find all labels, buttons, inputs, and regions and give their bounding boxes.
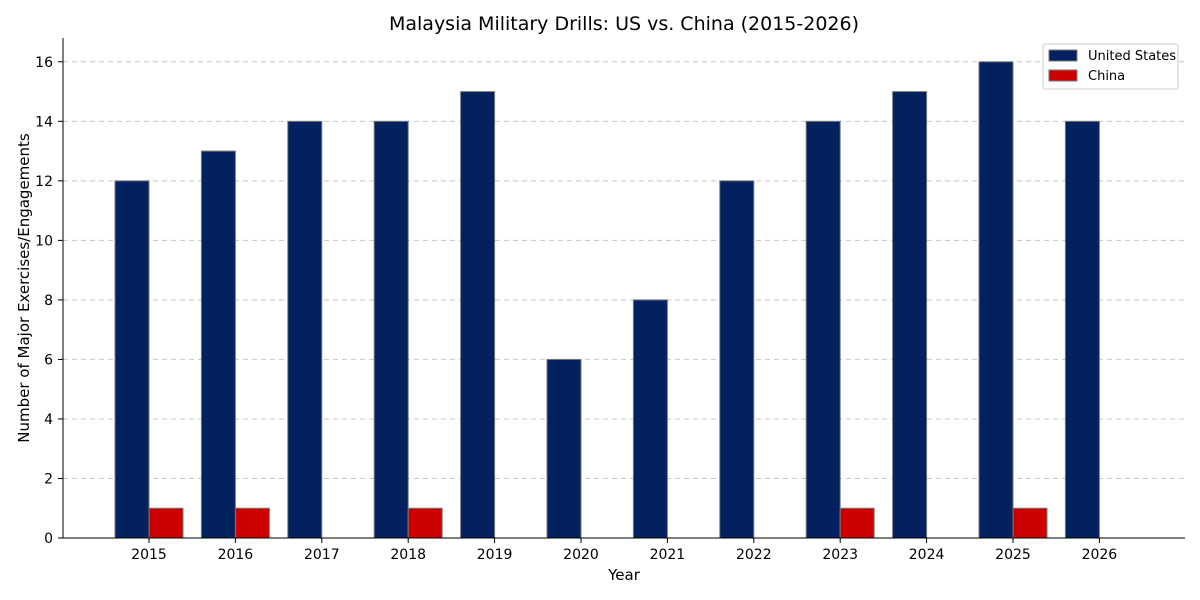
bar-united-states-2022 [719,180,755,539]
bar-united-states-2023 [805,120,841,539]
bar-united-states-2015 [114,180,150,539]
bar-united-states-2019 [460,91,496,539]
x-tick-label-2017: 2017 [304,547,340,563]
chart-title: Malaysia Military Drills: US vs. China (… [389,13,859,35]
legend: United States China [1042,43,1179,90]
legend-label-united-states: United States [1088,49,1176,64]
x-tick-label-2021: 2021 [650,547,686,563]
bar-united-states-2018 [373,120,409,539]
y-tick-label: 8 [44,293,53,309]
y-tick-label: 0 [44,531,53,547]
legend-swatch-china [1048,69,1078,82]
x-tick-label-2015: 2015 [131,547,167,563]
bar-china-2015 [148,507,184,539]
x-tick-label-2023: 2023 [822,547,858,563]
bar-united-states-2024 [892,91,928,539]
bar-united-states-2017 [287,120,323,539]
bar-united-states-2016 [200,150,236,539]
bar-united-states-2026 [1064,120,1100,539]
x-tick-label-2025: 2025 [995,547,1031,563]
legend-label-china: China [1088,69,1125,84]
bar-china-2023 [839,507,875,539]
gridlines [63,61,1185,479]
y-tick-label: 4 [44,412,53,428]
bar-china-2018 [407,507,443,539]
legend-swatch-united-states [1048,49,1078,62]
x-tick-label-2020: 2020 [563,547,599,563]
y-tick-label: 2 [44,471,53,487]
bar-china-2025 [1012,507,1048,539]
x-tick-label-2024: 2024 [909,547,945,563]
bar-united-states-2025 [978,61,1014,539]
bar-united-states-2021 [632,299,668,539]
tick-labels: 0 2 4 6 8 10 12 14 16 2015 2016 2017 2018 2019 2020 202… [35,55,1117,563]
x-tick-label-2022: 2022 [736,547,772,563]
bars [114,61,1100,539]
x-axis-label: Year [607,566,641,584]
bar-china-2016 [234,507,270,539]
y-axis-label: Number of Major Exercises/Engagements [15,133,33,443]
x-tick-label-2026: 2026 [1082,547,1118,563]
y-tick-label: 14 [35,114,53,130]
y-tick-label: 12 [35,174,53,190]
y-tick-label: 16 [35,55,53,71]
x-tick-label-2019: 2019 [477,547,513,563]
x-tick-label-2018: 2018 [390,547,426,563]
y-tick-label: 6 [44,352,53,368]
bar-united-states-2020 [546,358,582,539]
x-tick-label-2016: 2016 [218,547,254,563]
y-tick-label: 10 [35,233,53,249]
